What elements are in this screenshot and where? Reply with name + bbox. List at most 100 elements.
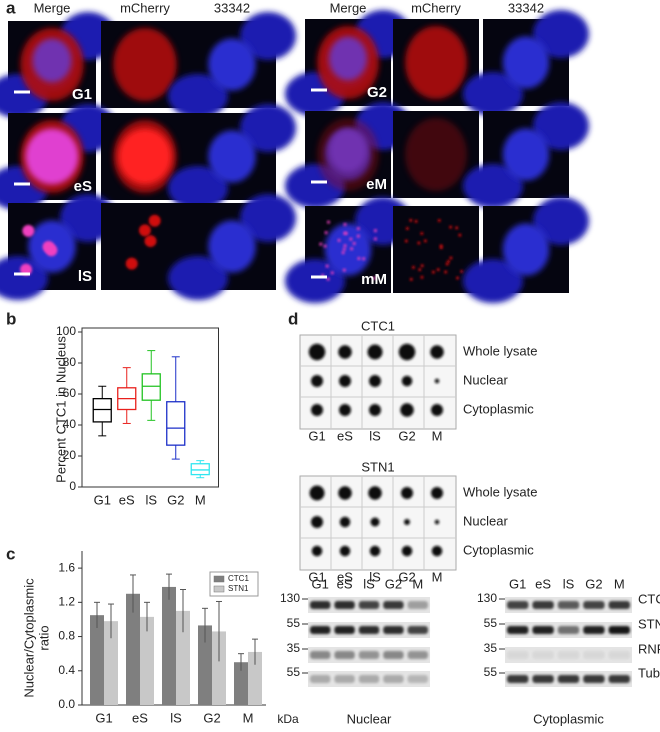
band <box>583 601 605 609</box>
blot-dot <box>311 516 323 528</box>
foci <box>409 277 413 281</box>
foci <box>405 226 409 230</box>
nucleus-merge <box>329 128 367 173</box>
lane-label: G1 <box>308 569 325 584</box>
phase-label: lS <box>78 268 92 285</box>
micrograph <box>463 10 589 116</box>
blot-dot <box>431 487 443 499</box>
phase-label: eS <box>74 178 92 195</box>
foci <box>431 270 435 274</box>
foci <box>362 257 366 261</box>
x-tick-label: G2 <box>167 492 184 507</box>
blot-dot <box>401 375 413 387</box>
foci <box>343 244 347 248</box>
foci <box>373 229 377 233</box>
micrograph <box>285 197 411 303</box>
band <box>532 601 554 609</box>
foci <box>342 268 346 272</box>
y-tick-label: 1.2 <box>58 595 75 609</box>
bar <box>90 615 104 705</box>
band <box>507 651 529 659</box>
band <box>383 675 404 683</box>
legend-swatch <box>213 585 225 593</box>
blot-dot <box>434 378 440 384</box>
y-axis-label: Nuclear/Cytoplasmic <box>21 578 36 698</box>
blot-dot <box>311 375 323 387</box>
foci <box>409 218 413 222</box>
column-header: 33342 <box>214 0 250 15</box>
lane-label: G2 <box>585 576 602 591</box>
micrograph <box>168 104 296 210</box>
foci <box>417 241 421 245</box>
foci <box>327 220 331 224</box>
blot-fraction: Cytoplasmic <box>533 711 604 726</box>
panel-label: a <box>6 0 16 17</box>
foci <box>350 247 354 251</box>
lane-label: G1 <box>308 428 325 443</box>
blot-dot <box>369 375 381 387</box>
phase-label: mM <box>361 271 387 288</box>
plot-frame <box>81 327 219 488</box>
blot-dot <box>339 404 351 416</box>
y-tick-label: 0.4 <box>58 663 75 677</box>
bar <box>162 586 176 705</box>
foci <box>414 219 418 223</box>
band <box>407 651 428 659</box>
nucleus <box>533 102 589 150</box>
lane-label: eS <box>535 576 551 591</box>
marker-label: 55 <box>484 665 498 679</box>
bar <box>234 662 248 705</box>
band <box>407 601 428 609</box>
nucleus <box>168 74 228 118</box>
band <box>310 675 331 683</box>
blot-dot <box>339 545 351 557</box>
blot-row-label: Nuclear <box>463 513 508 528</box>
band <box>310 601 331 609</box>
phase-label: G2 <box>367 84 387 101</box>
band <box>334 651 355 659</box>
column-header: mCherry <box>411 0 461 15</box>
nucleus <box>502 128 550 181</box>
blot-row-label: Whole lysate <box>463 343 537 358</box>
cytoplasm <box>405 117 467 192</box>
foci <box>341 251 345 255</box>
lane-label: M <box>412 576 423 591</box>
y-tick-label: 40 <box>63 417 77 431</box>
blot-dot <box>369 545 381 557</box>
bar <box>104 621 118 705</box>
y-tick-label: 20 <box>63 448 77 462</box>
foci <box>445 262 449 266</box>
unit-label: kDa <box>277 712 299 726</box>
nucleus <box>208 130 256 183</box>
bar <box>126 593 140 705</box>
foci <box>337 238 341 242</box>
band <box>383 601 404 609</box>
foci <box>344 231 348 235</box>
foci <box>456 276 460 280</box>
foci <box>144 235 157 248</box>
micrograph <box>393 206 479 293</box>
y-tick-label: 100 <box>56 324 76 338</box>
nucleus-merge <box>329 36 367 81</box>
foci <box>460 269 464 273</box>
band <box>407 675 428 683</box>
lane-label: eS <box>337 576 353 591</box>
column-header: Merge <box>330 0 367 15</box>
band <box>383 626 404 634</box>
blot-dot <box>370 517 380 527</box>
foci <box>326 277 330 281</box>
band <box>557 626 580 634</box>
marker-label: 55 <box>484 616 498 630</box>
blot-dot <box>400 403 414 417</box>
micrograph <box>285 102 411 208</box>
nucleus <box>533 197 589 245</box>
foci <box>138 224 151 237</box>
panel-label: b <box>6 309 16 328</box>
column-header: Merge <box>34 0 71 15</box>
foci <box>411 265 415 269</box>
box <box>92 397 112 423</box>
band <box>557 651 580 659</box>
foci <box>446 260 450 264</box>
blot-dot <box>430 345 444 359</box>
nucleus-red <box>25 128 79 185</box>
